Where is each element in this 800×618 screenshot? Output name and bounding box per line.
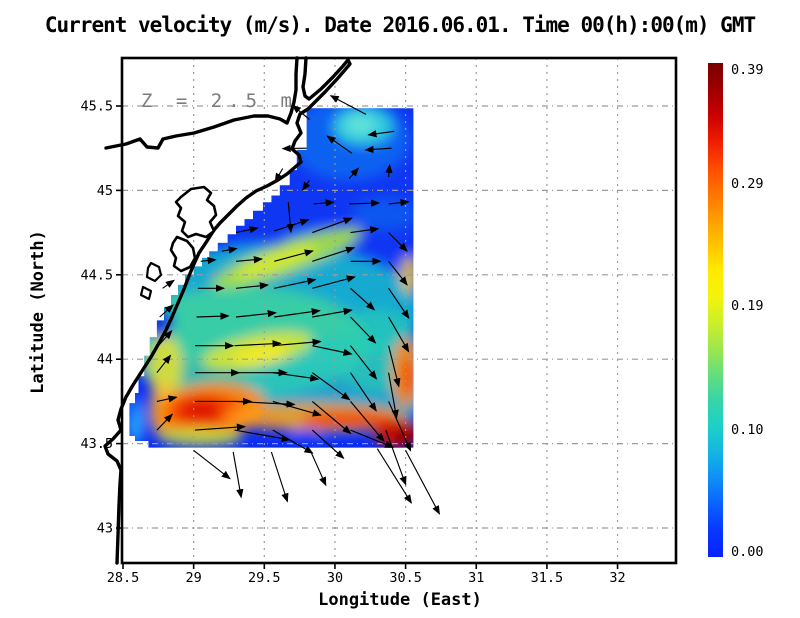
x-tick-label: 30 [327,570,343,586]
y-tick-label: 43 [97,521,113,537]
lagoon-razelm [174,185,218,239]
coastline-north-shore [104,56,299,150]
colorbar-tick-label: 0.39 [731,62,764,78]
colorbar [708,63,723,557]
chart-title: Current velocity (m/s). Date 2016.06.01.… [44,13,756,37]
colorbar-tick-label: 0.19 [731,298,764,314]
velocity-heatmap [129,108,414,448]
depth-annotation: Z = 2.5 m [141,90,298,112]
x-tick-label: 29 [186,570,202,586]
x-axis-title: Longitude (East) [318,590,482,610]
coastline [103,56,352,565]
x-tick-label: 29.5 [248,570,281,586]
y-tick-label: 45.5 [80,99,113,115]
y-tick-label: 45 [97,183,113,199]
colorbar-tick-label: 0.10 [731,422,764,438]
coastal-lake-1 [145,261,163,283]
y-tick-label: 44.5 [80,267,113,283]
coastal-lake-2 [139,285,153,301]
coastline-main [103,56,352,565]
y-tick-label: 43.5 [80,436,113,452]
x-tick-label: 31.5 [531,570,564,586]
colorbar-tick-label: 0.29 [731,176,764,192]
x-tick-label: 28.5 [107,570,140,586]
plot-border [120,56,678,565]
axis-ticks [116,105,619,569]
x-tick-label: 32 [609,570,625,586]
x-tick-label: 30.5 [389,570,422,586]
gridlines [122,58,676,563]
y-axis-title: Latitude (North) [28,230,48,394]
current-vector-arrows [156,95,440,515]
y-tick-label: 44 [97,352,113,368]
axis-tick-labels: 28.5 29 29.5 30 30.5 31 31.5 32 45.5 45 44.5 44 43.5… [80,99,625,587]
lagoon-sinoe [169,235,197,273]
x-tick-label: 31 [468,570,484,586]
colorbar-tick-label: 0.00 [731,544,764,560]
